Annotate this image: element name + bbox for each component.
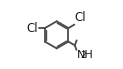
Text: 2: 2 xyxy=(80,51,86,60)
Text: Cl: Cl xyxy=(75,11,86,24)
Text: Cl: Cl xyxy=(27,22,38,35)
Text: NH: NH xyxy=(77,50,93,60)
